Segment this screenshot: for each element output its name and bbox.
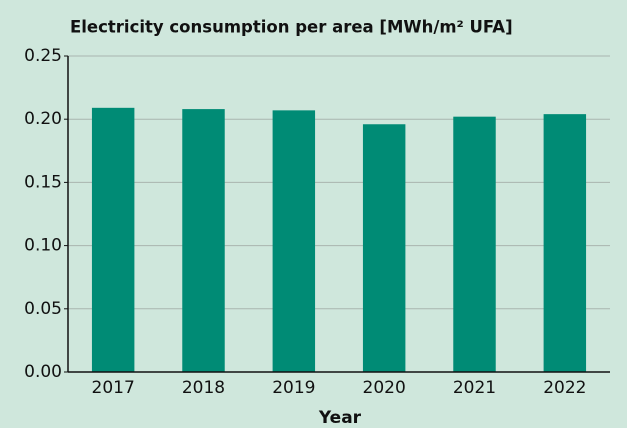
x-tick-label: 2020 bbox=[363, 378, 406, 398]
y-tick-label: 0.00 bbox=[24, 362, 62, 382]
x-tick-label: 2019 bbox=[272, 378, 315, 398]
bar bbox=[91, 107, 135, 372]
bar bbox=[362, 124, 406, 372]
bar bbox=[543, 114, 587, 373]
x-axis-label: Year bbox=[318, 408, 362, 428]
x-tick-label: 2017 bbox=[92, 378, 135, 398]
bar bbox=[182, 109, 225, 372]
x-tick-label: 2021 bbox=[453, 378, 496, 398]
x-tick-label: 2022 bbox=[543, 378, 586, 398]
bar bbox=[453, 116, 496, 372]
y-tick-label: 0.25 bbox=[24, 46, 62, 66]
y-tick-label: 0.20 bbox=[24, 109, 62, 129]
y-tick-label: 0.10 bbox=[24, 236, 62, 256]
chart-title: Electricity consumption per area [MWh/m²… bbox=[70, 18, 513, 37]
x-tick-label: 2018 bbox=[182, 378, 225, 398]
y-tick-label: 0.05 bbox=[24, 299, 62, 319]
bar bbox=[272, 110, 316, 373]
y-tick-label: 0.15 bbox=[24, 172, 62, 192]
